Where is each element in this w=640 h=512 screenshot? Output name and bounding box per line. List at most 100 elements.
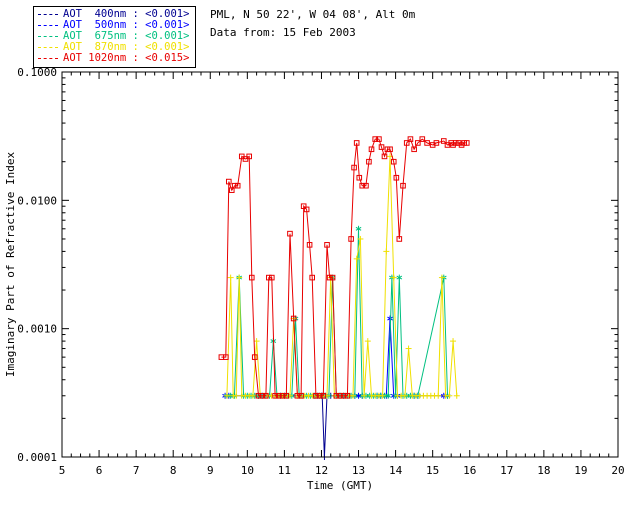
marker-square bbox=[329, 274, 336, 281]
series-aot-400nm bbox=[312, 392, 334, 460]
station-location-text: PML, N 50 22', W 04 08', Alt 0m bbox=[210, 8, 416, 21]
x-tick-label: 16 bbox=[463, 464, 476, 477]
marker-square bbox=[313, 392, 319, 399]
marker-square bbox=[376, 136, 382, 142]
legend-entry-label: AOT 870nm : <0.001> bbox=[63, 41, 190, 53]
y-tick-label: 0.1000 bbox=[17, 66, 57, 79]
marker-square bbox=[419, 136, 426, 142]
marker-square bbox=[356, 174, 363, 181]
y-tick-label: 0.0010 bbox=[17, 323, 57, 336]
y-tick-label: 0.0100 bbox=[17, 194, 57, 207]
legend-entry-label: AOT 1020nm : <0.015> bbox=[63, 52, 190, 64]
marker-square bbox=[251, 354, 258, 360]
marker-square bbox=[326, 274, 333, 281]
marker-square bbox=[378, 144, 385, 150]
x-tick-label: 11 bbox=[278, 464, 291, 477]
marker-square bbox=[372, 136, 379, 142]
marker-square bbox=[463, 140, 470, 146]
x-tick-label: 18 bbox=[537, 464, 550, 477]
legend-entry: AOT 870nm : <0.001> bbox=[38, 42, 189, 53]
marker-square bbox=[340, 392, 347, 399]
marker-square bbox=[287, 230, 293, 237]
x-tick-label: 12 bbox=[315, 464, 328, 477]
marker-square bbox=[348, 236, 354, 242]
plot-frame bbox=[61, 71, 619, 458]
marker-square bbox=[316, 392, 323, 399]
x-tick-label: 5 bbox=[59, 464, 66, 477]
marker-square bbox=[231, 182, 238, 189]
marker-square bbox=[368, 146, 375, 153]
marker-square bbox=[393, 174, 400, 181]
legend-entry-label: AOT 500nm : <0.001> bbox=[63, 19, 190, 31]
marker-square bbox=[263, 392, 269, 399]
series-aot-1020nm bbox=[218, 136, 470, 399]
marker-square bbox=[276, 392, 282, 399]
x-tick-label: 8 bbox=[170, 464, 177, 477]
marker-square bbox=[303, 206, 310, 213]
marker-square bbox=[403, 140, 410, 146]
marker-square bbox=[351, 164, 357, 171]
marker-square bbox=[400, 182, 406, 189]
series-aot-675nm bbox=[224, 225, 451, 399]
marker-square bbox=[337, 392, 343, 399]
legend-entry: AOT 400nm : <0.001> bbox=[38, 9, 189, 20]
series-aot-870nm bbox=[223, 153, 460, 399]
marker-square bbox=[440, 138, 447, 144]
x-tick-label: 10 bbox=[241, 464, 254, 477]
legend-line-sample bbox=[38, 58, 58, 59]
marker-square bbox=[344, 392, 351, 399]
legend-entry: AOT 1020nm : <0.015> bbox=[38, 53, 189, 64]
marker-square bbox=[353, 140, 360, 146]
marker-square bbox=[294, 392, 301, 399]
data-date-text: Data from: 15 Feb 2003 bbox=[210, 26, 356, 39]
x-tick-label: 9 bbox=[207, 464, 214, 477]
marker-square bbox=[324, 242, 330, 248]
marker-square bbox=[359, 182, 366, 189]
marker-square bbox=[266, 274, 272, 281]
marker-square bbox=[283, 392, 290, 399]
marker-square bbox=[452, 140, 459, 146]
marker-square bbox=[306, 242, 313, 248]
marker-square bbox=[424, 140, 430, 146]
marker-square bbox=[228, 187, 235, 193]
marker-square bbox=[415, 140, 421, 146]
marker-square bbox=[259, 392, 265, 399]
legend-entry-label: AOT 400nm : <0.001> bbox=[63, 8, 190, 20]
marker-square bbox=[433, 140, 440, 146]
marker-square bbox=[411, 146, 417, 153]
legend-line-sample bbox=[38, 25, 58, 26]
marker-square bbox=[272, 392, 278, 399]
x-tick-label: 15 bbox=[426, 464, 439, 477]
marker-square bbox=[333, 392, 340, 399]
marker-square bbox=[255, 392, 262, 399]
x-tick-label: 19 bbox=[574, 464, 587, 477]
x-tick-label: 20 bbox=[611, 464, 624, 477]
legend: AOT 400nm : <0.001> AOT 500nm : <0.001> AO… bbox=[33, 6, 197, 68]
legend-line-sample bbox=[38, 14, 58, 15]
marker-square bbox=[381, 153, 388, 160]
marker-square bbox=[268, 274, 275, 281]
x-tick-label: 7 bbox=[133, 464, 140, 477]
marker-square bbox=[407, 136, 414, 142]
legend-line-sample bbox=[38, 36, 58, 37]
x-tick-label: 17 bbox=[500, 464, 513, 477]
marker-square bbox=[246, 153, 252, 160]
marker-square bbox=[248, 274, 255, 281]
marker-square bbox=[387, 146, 393, 153]
y-axis-label: Imaginary Part of Refractive Index bbox=[4, 152, 17, 378]
marker-square bbox=[390, 158, 397, 165]
axis-ticks: 5 6 7 8 9 10 11 12 13 14 15 16 17 18 19 20 0.0001 0.0010 0… bbox=[17, 66, 624, 477]
x-tick-label: 13 bbox=[352, 464, 365, 477]
marker-square bbox=[234, 182, 241, 189]
legend-entry-label: AOT 675nm : <0.001> bbox=[63, 30, 190, 42]
marker-square bbox=[298, 392, 304, 399]
legend-entry: AOT 500nm : <0.001> bbox=[38, 20, 189, 31]
x-tick-label: 14 bbox=[389, 464, 403, 477]
marker-square bbox=[363, 182, 369, 189]
legend-entry: AOT 675nm : <0.001> bbox=[38, 31, 189, 42]
marker-square bbox=[309, 274, 315, 281]
marker-square bbox=[396, 236, 403, 242]
marker-square bbox=[290, 315, 297, 322]
